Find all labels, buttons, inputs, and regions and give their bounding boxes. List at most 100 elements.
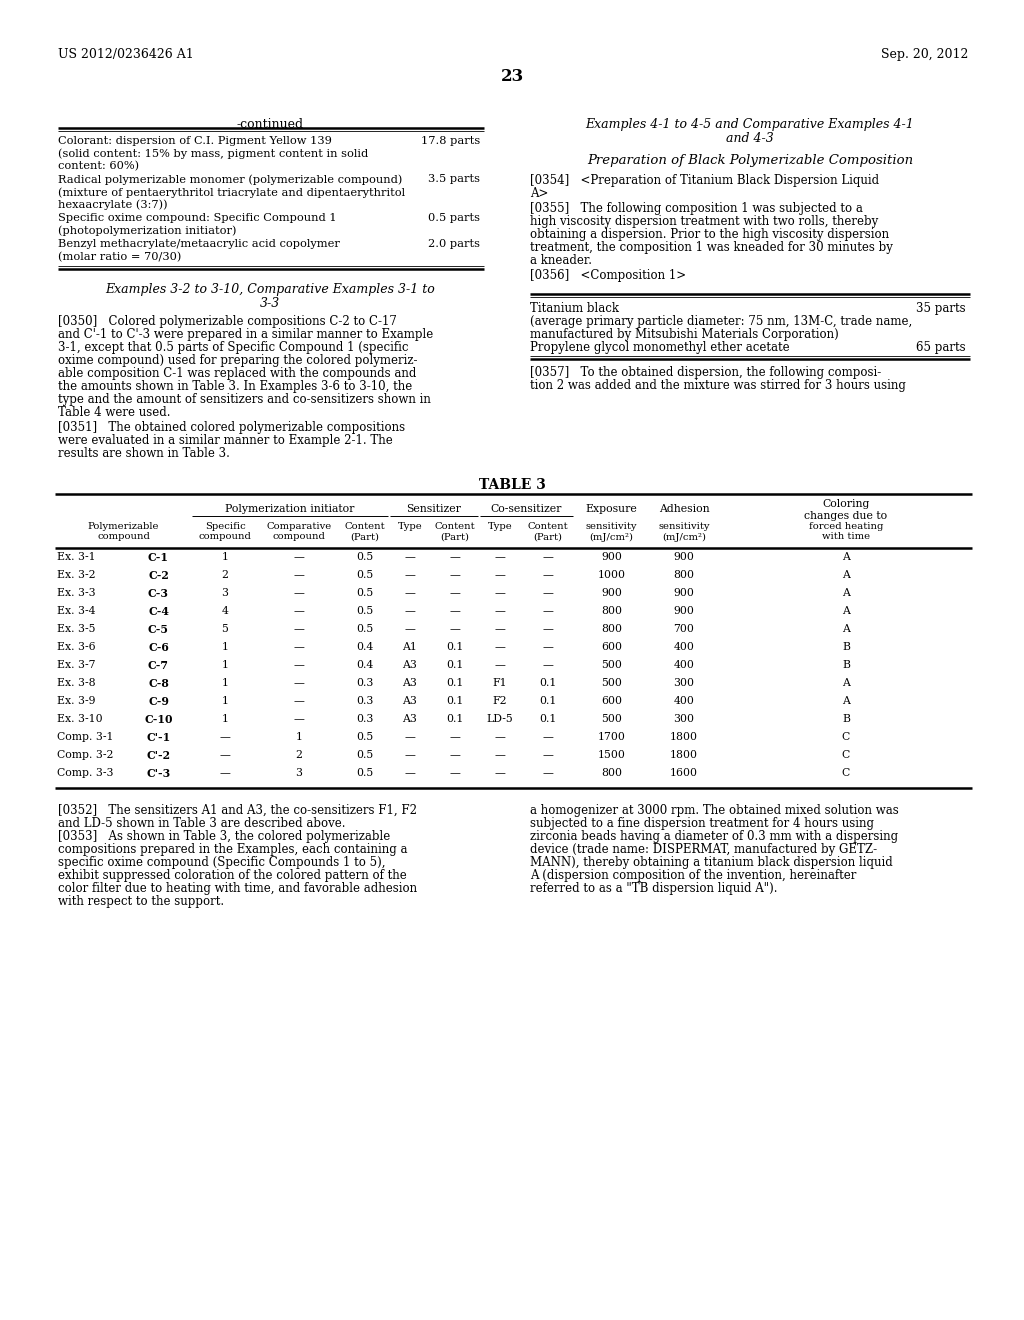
Text: —: — xyxy=(542,750,553,760)
Text: Table 4 were used.: Table 4 were used. xyxy=(58,407,171,418)
Text: the amounts shown in Table 3. In Examples 3-6 to 3-10, the: the amounts shown in Table 3. In Example… xyxy=(58,380,413,393)
Text: C-10: C-10 xyxy=(144,714,173,725)
Text: Specific oxime compound: Specific Compound 1: Specific oxime compound: Specific Compou… xyxy=(58,213,337,223)
Text: 300: 300 xyxy=(674,678,694,688)
Text: 3: 3 xyxy=(221,587,228,598)
Text: type and the amount of sensitizers and co-sensitizers shown in: type and the amount of sensitizers and c… xyxy=(58,393,431,407)
Text: A: A xyxy=(842,624,850,634)
Text: —: — xyxy=(450,733,461,742)
Text: A1: A1 xyxy=(402,642,418,652)
Text: Polymerization initiator: Polymerization initiator xyxy=(225,504,354,513)
Text: Polymerizable
compound: Polymerizable compound xyxy=(88,521,160,541)
Text: 0.1: 0.1 xyxy=(446,660,464,671)
Text: A: A xyxy=(842,587,850,598)
Text: Ex. 3-9: Ex. 3-9 xyxy=(57,696,95,706)
Text: —: — xyxy=(542,624,553,634)
Text: 4: 4 xyxy=(221,606,228,616)
Text: A: A xyxy=(842,552,850,562)
Text: manufactured by Mitsubishi Materials Corporation): manufactured by Mitsubishi Materials Cor… xyxy=(530,327,839,341)
Text: —: — xyxy=(294,642,304,652)
Text: —: — xyxy=(495,624,506,634)
Text: (molar ratio = 70/30): (molar ratio = 70/30) xyxy=(58,252,181,261)
Text: 1: 1 xyxy=(221,660,228,671)
Text: 3: 3 xyxy=(296,768,302,777)
Text: 0.5: 0.5 xyxy=(356,552,374,562)
Text: —: — xyxy=(495,570,506,579)
Text: 300: 300 xyxy=(674,714,694,723)
Text: 500: 500 xyxy=(601,678,622,688)
Text: 0.3: 0.3 xyxy=(356,714,374,723)
Text: C'-1: C'-1 xyxy=(146,733,171,743)
Text: 0.3: 0.3 xyxy=(356,678,374,688)
Text: C-1: C-1 xyxy=(148,552,169,564)
Text: sensitivity
(mJ/cm²): sensitivity (mJ/cm²) xyxy=(658,521,710,541)
Text: compositions prepared in the Examples, each containing a: compositions prepared in the Examples, e… xyxy=(58,843,408,855)
Text: LD-5: LD-5 xyxy=(486,714,513,723)
Text: (photopolymerization initiator): (photopolymerization initiator) xyxy=(58,226,237,236)
Text: Comparative
compound: Comparative compound xyxy=(266,521,332,541)
Text: —: — xyxy=(542,733,553,742)
Text: A3: A3 xyxy=(402,660,418,671)
Text: 1: 1 xyxy=(221,696,228,706)
Text: Comp. 3-2: Comp. 3-2 xyxy=(57,750,114,760)
Text: Exposure: Exposure xyxy=(586,504,637,513)
Text: 1800: 1800 xyxy=(670,733,698,742)
Text: 500: 500 xyxy=(601,660,622,671)
Text: Type: Type xyxy=(397,521,422,531)
Text: and C'-1 to C'-3 were prepared in a similar manner to Example: and C'-1 to C'-3 were prepared in a simi… xyxy=(58,327,433,341)
Text: exhibit suppressed coloration of the colored pattern of the: exhibit suppressed coloration of the col… xyxy=(58,869,407,882)
Text: —: — xyxy=(294,606,304,616)
Text: B: B xyxy=(842,642,850,652)
Text: —: — xyxy=(404,768,416,777)
Text: —: — xyxy=(450,552,461,562)
Text: C-8: C-8 xyxy=(148,678,169,689)
Text: -continued: -continued xyxy=(237,117,303,131)
Text: 500: 500 xyxy=(601,714,622,723)
Text: (mixture of pentaerythritol triacrylate and dipentaerythritol: (mixture of pentaerythritol triacrylate … xyxy=(58,187,406,198)
Text: —: — xyxy=(404,587,416,598)
Text: —: — xyxy=(404,552,416,562)
Text: sensitivity
(mJ/cm²): sensitivity (mJ/cm²) xyxy=(586,521,637,541)
Text: [0355]   The following composition 1 was subjected to a: [0355] The following composition 1 was s… xyxy=(530,202,863,215)
Text: C-2: C-2 xyxy=(148,570,169,581)
Text: —: — xyxy=(294,696,304,706)
Text: 2.0 parts: 2.0 parts xyxy=(428,239,480,249)
Text: C-7: C-7 xyxy=(148,660,169,671)
Text: 800: 800 xyxy=(674,570,694,579)
Text: a kneader.: a kneader. xyxy=(530,253,592,267)
Text: C: C xyxy=(842,768,850,777)
Text: 1800: 1800 xyxy=(670,750,698,760)
Text: zirconia beads having a diameter of 0.3 mm with a dispersing: zirconia beads having a diameter of 0.3 … xyxy=(530,830,898,843)
Text: —: — xyxy=(495,660,506,671)
Text: Ex. 3-7: Ex. 3-7 xyxy=(57,660,95,671)
Text: —: — xyxy=(294,624,304,634)
Text: forced heating
with time: forced heating with time xyxy=(809,521,883,541)
Text: tion 2 was added and the mixture was stirred for 3 hours using: tion 2 was added and the mixture was sti… xyxy=(530,379,906,392)
Text: —: — xyxy=(450,606,461,616)
Text: —: — xyxy=(542,642,553,652)
Text: 900: 900 xyxy=(601,587,622,598)
Text: [0350]   Colored polymerizable compositions C-2 to C-17: [0350] Colored polymerizable composition… xyxy=(58,315,397,327)
Text: A3: A3 xyxy=(402,678,418,688)
Text: Examples 4-1 to 4-5 and Comparative Examples 4-1: Examples 4-1 to 4-5 and Comparative Exam… xyxy=(586,117,914,131)
Text: B: B xyxy=(842,714,850,723)
Text: 0.5: 0.5 xyxy=(356,606,374,616)
Text: —: — xyxy=(294,570,304,579)
Text: device (trade name: DISPERMAT, manufactured by GETZ-: device (trade name: DISPERMAT, manufactu… xyxy=(530,843,878,855)
Text: —: — xyxy=(542,587,553,598)
Text: 0.1: 0.1 xyxy=(539,678,556,688)
Text: [0356]   <Composition 1>: [0356] <Composition 1> xyxy=(530,269,686,282)
Text: —: — xyxy=(404,750,416,760)
Text: 1600: 1600 xyxy=(670,768,698,777)
Text: —: — xyxy=(495,606,506,616)
Text: Comp. 3-1: Comp. 3-1 xyxy=(57,733,114,742)
Text: high viscosity dispersion treatment with two rolls, thereby: high viscosity dispersion treatment with… xyxy=(530,215,879,228)
Text: Examples 3-2 to 3-10, Comparative Examples 3-1 to: Examples 3-2 to 3-10, Comparative Exampl… xyxy=(105,282,435,296)
Text: 0.3: 0.3 xyxy=(356,696,374,706)
Text: and 4-3: and 4-3 xyxy=(726,132,774,145)
Text: [0351]   The obtained colored polymerizable compositions: [0351] The obtained colored polymerizabl… xyxy=(58,421,406,434)
Text: able composition C-1 was replaced with the compounds and: able composition C-1 was replaced with t… xyxy=(58,367,417,380)
Text: —: — xyxy=(495,733,506,742)
Text: 0.1: 0.1 xyxy=(446,714,464,723)
Text: subjected to a fine dispersion treatment for 4 hours using: subjected to a fine dispersion treatment… xyxy=(530,817,874,830)
